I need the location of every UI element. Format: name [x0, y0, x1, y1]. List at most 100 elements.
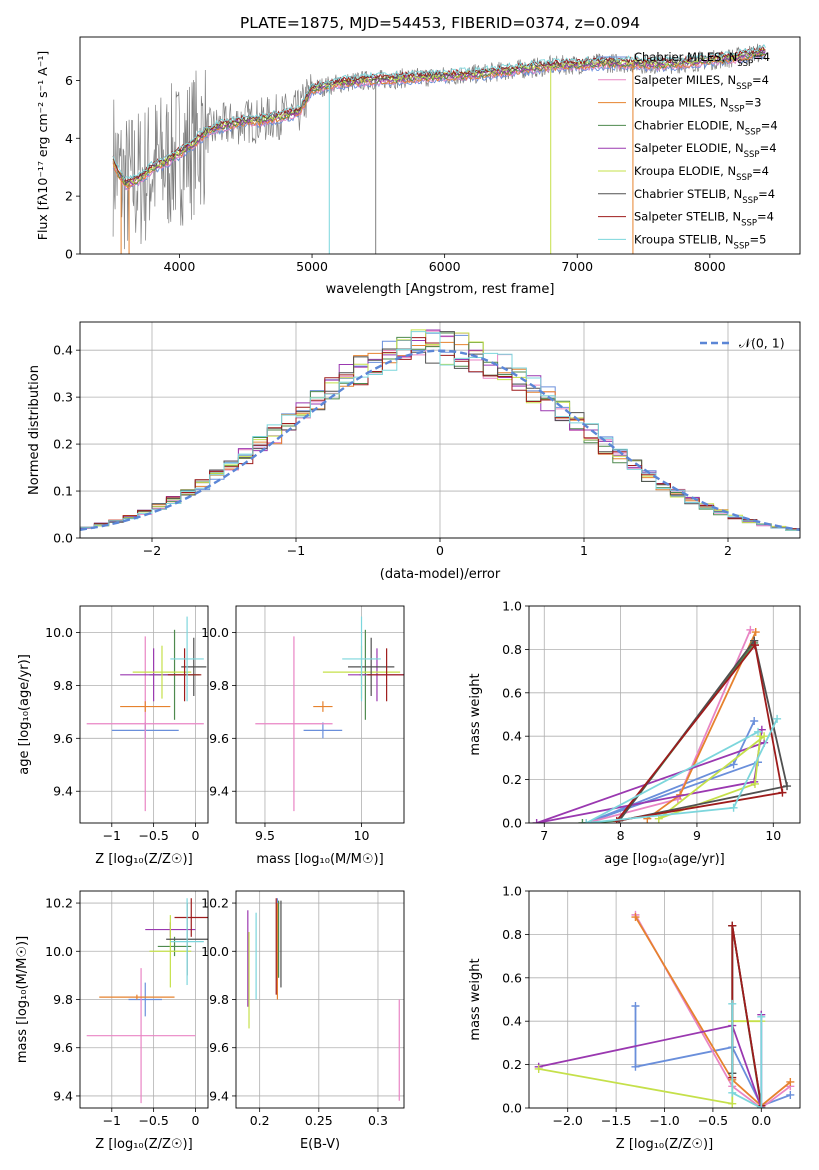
- errorbar-kroupa-elodie: [149, 915, 192, 988]
- errorbar-kroupa-stelib: [342, 616, 381, 702]
- figure-title: PLATE=1875, MJD=54453, FIBERID=0374, z=0…: [240, 14, 640, 32]
- errorbar-kroupa-elodie: [132, 645, 192, 699]
- spectrum-lines: [112, 43, 766, 254]
- weight_vs_age-frame: [528, 605, 801, 824]
- x-tick-label: 6000: [429, 259, 461, 274]
- y-tick-label: 0.2: [502, 772, 522, 787]
- residuals-frame: [79, 321, 801, 539]
- mass_vs_Z-xlabel: Z [log₁₀(Z/Z☉)]: [95, 1137, 192, 1152]
- x-tick-label: 1: [580, 543, 588, 558]
- mass_vs_Z-axes: −1 −0.5 0 9.4 9.6 9.8 10.0 10.2: [45, 891, 208, 1128]
- y-tick-label: 10.2: [201, 896, 229, 911]
- weight-marker: [750, 636, 759, 645]
- errorbar-salpeter-stelib: [167, 648, 202, 702]
- y-tick-label: 9.4: [53, 784, 73, 799]
- weight-marker: [532, 819, 541, 823]
- legend-entry: Salpeter STELIB, NSSP=4: [634, 210, 774, 229]
- y-tick-label: 0.6: [502, 970, 522, 985]
- y-tick-label: 0.4: [53, 343, 73, 358]
- x-tick-label: −1.5: [601, 1113, 631, 1128]
- weight-marker: [760, 732, 769, 741]
- y-tick-label: 0.3: [53, 390, 73, 405]
- residuals-ylabel: Normed distribution: [27, 365, 42, 495]
- x-tick-label: 9: [693, 828, 701, 843]
- weight-line-kroupa-elodie: [538, 1020, 762, 1105]
- x-tick-label: 0: [436, 543, 444, 558]
- y-tick-label: 10.0: [45, 944, 73, 959]
- y-tick-label: 10.0: [45, 625, 73, 640]
- y-tick-label: 9.6: [53, 731, 73, 746]
- weight-line-salpeter-elodie: [538, 1014, 763, 1108]
- weight-marker: [751, 628, 760, 637]
- legend-entry: Kroupa MILES, NSSP=3: [634, 96, 761, 115]
- y-tick-label: 10.0: [201, 944, 229, 959]
- weight-line-kroupa-stelib: [731, 1003, 763, 1108]
- x-tick-label: −1: [103, 1113, 121, 1128]
- weight-marker: [786, 1077, 795, 1086]
- y-tick-label: 1.0: [502, 884, 522, 899]
- age_vs_Z-axes: −1 −0.5 0 9.4 9.6 9.8 10.0: [45, 606, 208, 843]
- weight-marker: [773, 714, 782, 723]
- age_vs_Z-frame: [79, 605, 209, 824]
- errorbar-chabrier-miles: [128, 982, 162, 1017]
- x-tick-label: −1: [287, 543, 305, 558]
- weight-line-kroupa-miles: [634, 916, 791, 1107]
- x-tick-label: −2.0: [553, 1113, 583, 1128]
- weight-marker: [578, 819, 587, 823]
- legend-entry: Kroupa ELODIE, NSSP=4: [634, 164, 769, 183]
- errorbar-chabrier-stelib: [181, 637, 207, 696]
- weight-marker: [728, 921, 737, 930]
- age_vs_mass-frame: [235, 605, 405, 824]
- weight-marker: [783, 782, 792, 791]
- y-tick-label: 9.8: [53, 992, 73, 1007]
- mass_vs_ebv-frame: [235, 890, 405, 1109]
- weight-line-salpeter-miles: [634, 914, 791, 1108]
- weight-line-salpeter-stelib: [731, 925, 763, 1106]
- residuals-xlabel: (data-model)/error: [380, 567, 501, 582]
- spectrum-frame: [79, 36, 801, 255]
- age_vs_Z-errorbars: [86, 616, 207, 812]
- weight-marker: [729, 803, 738, 812]
- weight_vs_age-lines: [532, 625, 792, 823]
- weight-marker: [582, 819, 591, 823]
- y-tick-label: 4: [65, 131, 73, 146]
- weight_vs_Z-ylabel: mass weight: [468, 958, 483, 1040]
- x-tick-label: 0.2: [250, 1113, 270, 1128]
- errorbar-salpeter-miles: [255, 636, 333, 812]
- legend-entry: Salpeter MILES, NSSP=4: [634, 73, 769, 92]
- y-tick-label: 2: [65, 189, 73, 204]
- x-tick-label: 0: [191, 1113, 199, 1128]
- x-tick-label: −1: [103, 828, 121, 843]
- weight-line-chabrier-miles: [585, 720, 759, 823]
- y-tick-label: 10.0: [201, 625, 229, 640]
- legend-entry: Chabrier ELODIE, NSSP=4: [634, 118, 778, 137]
- x-tick-label: −0.5: [138, 828, 168, 843]
- y-tick-label: 0.0: [502, 816, 522, 831]
- y-tick-label: 0.4: [502, 729, 522, 744]
- weight-marker: [778, 788, 787, 797]
- x-tick-label: 10: [765, 828, 781, 843]
- weight-marker: [631, 1002, 640, 1011]
- weight-marker: [746, 625, 755, 634]
- spectrum-ylabel: Flux [fλ10⁻¹⁷ erg cm⁻² s⁻¹ A⁻¹]: [35, 51, 50, 240]
- age_vs_mass-axes: 9.5 10 9.4 9.6 9.8 10.0: [201, 606, 404, 843]
- weight-line-chabrier-elodie: [582, 642, 755, 823]
- x-tick-label: 8: [617, 828, 625, 843]
- legend-entry: Kroupa STELIB, NSSP=5: [634, 232, 766, 251]
- y-tick-label: 0.4: [502, 1014, 522, 1029]
- y-tick-label: 0.8: [502, 927, 522, 942]
- x-tick-label: −2: [143, 543, 161, 558]
- weight_vs_Z-xlabel: Z [log₁₀(Z/Z☉)]: [616, 1137, 713, 1152]
- y-tick-label: 9.4: [53, 1088, 73, 1103]
- errorbar-chabrier-miles: [303, 722, 343, 739]
- y-tick-label: 0.6: [502, 685, 522, 700]
- weight-marker: [729, 760, 738, 769]
- x-tick-label: 9.5: [255, 828, 275, 843]
- weight-marker: [728, 1099, 737, 1108]
- weight-marker: [750, 779, 759, 788]
- x-tick-label: 10: [354, 828, 370, 843]
- weight-marker: [754, 727, 763, 736]
- y-tick-label: 6: [65, 73, 73, 88]
- mass_vs_ebv-axes: 0.2 0.25 0.3 9.4 9.6 9.8 10.0 10.2: [201, 891, 404, 1128]
- legend-entry: Salpeter ELODIE, NSSP=4: [634, 141, 777, 160]
